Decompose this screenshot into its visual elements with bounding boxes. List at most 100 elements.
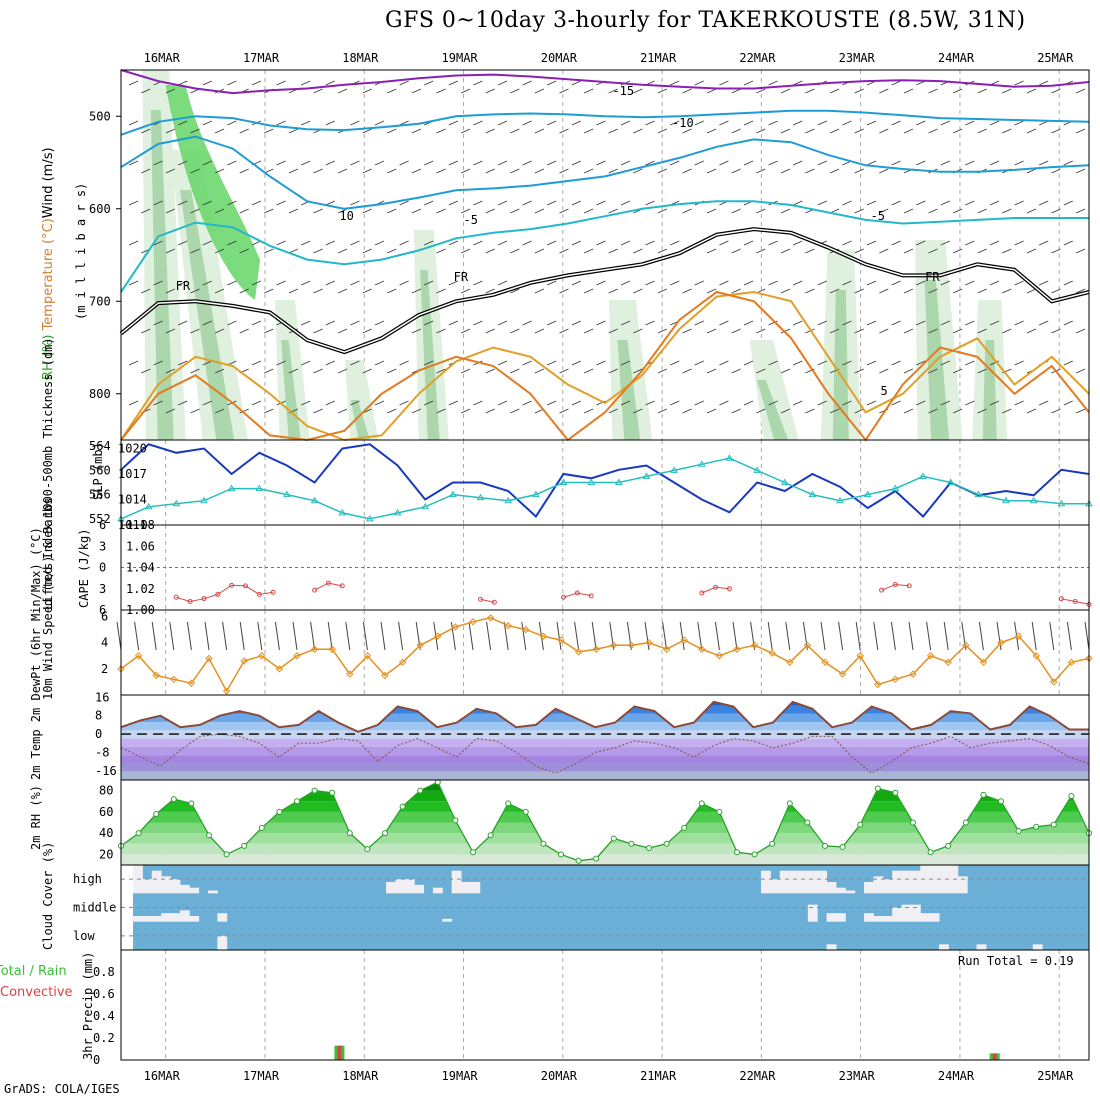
- wind-barb: [780, 368, 791, 374]
- wind-barb: [1014, 360, 1024, 366]
- wind-barb: [903, 128, 914, 134]
- rh-point: [910, 819, 916, 826]
- slp-tick: 1014: [118, 493, 147, 507]
- wind-barb: [891, 360, 901, 366]
- wind-barb: [165, 368, 176, 374]
- wind-speed-point: [698, 645, 706, 653]
- wind-barb: [890, 621, 896, 651]
- wind-barb: [399, 240, 409, 246]
- wind-barb: [977, 288, 987, 294]
- cloud-cell: [170, 879, 181, 894]
- thickness-point: [587, 478, 596, 485]
- wind-barb: [362, 128, 372, 134]
- wind-barb: [903, 288, 914, 294]
- wind-barb: [1039, 80, 1049, 86]
- wind-barb: [1066, 621, 1072, 651]
- rh-point: [417, 787, 424, 794]
- wind-speed-point: [574, 648, 583, 656]
- wind-barb: [1039, 320, 1049, 326]
- wind-barb: [424, 240, 434, 246]
- wind-barb: [940, 280, 950, 286]
- wind-barb: [891, 320, 901, 326]
- wind-barb: [916, 200, 926, 206]
- cloud-cell: [789, 870, 799, 894]
- wind-barb: [559, 288, 569, 294]
- wind-barb: [1063, 320, 1073, 326]
- wind-barb: [178, 320, 188, 326]
- wind-barb: [374, 320, 385, 326]
- wind-barb: [274, 621, 280, 651]
- li-point: [215, 591, 221, 597]
- slp-ylabel: SLP (mb): [91, 442, 105, 500]
- wind-speed-point: [557, 636, 565, 644]
- wind-barb: [399, 280, 409, 286]
- wind-barb: [928, 128, 938, 134]
- wind-barb: [497, 320, 508, 326]
- wind-barb: [679, 621, 685, 651]
- wind-barb: [743, 240, 754, 246]
- wind-barb: [1002, 208, 1012, 214]
- wind-barb: [264, 368, 274, 374]
- li-tick: 3: [99, 539, 106, 553]
- precip-tick: 0.6: [93, 987, 115, 1001]
- wind-barb: [682, 288, 692, 294]
- wind-barb: [202, 160, 212, 166]
- wind-barb: [202, 240, 212, 246]
- wind-barb: [556, 621, 562, 651]
- wind-barb: [141, 368, 151, 374]
- thickness-point: [642, 472, 651, 479]
- precip-ylabel: 3hr Precip (mm): [81, 952, 95, 1060]
- wind-barb: [141, 88, 151, 94]
- wind-barb: [1063, 280, 1073, 286]
- wind-barb: [571, 120, 581, 126]
- contour-label: FR: [454, 270, 469, 284]
- wind-barb: [151, 621, 157, 651]
- wind-barb: [879, 328, 889, 334]
- cloud-cell: [976, 944, 987, 950]
- wind-barb: [534, 368, 545, 374]
- rh-point: [346, 830, 353, 837]
- wind-barb: [842, 280, 852, 286]
- rh-line: [120, 781, 1090, 862]
- wind-barb: [424, 200, 434, 206]
- rh-point: [962, 819, 969, 826]
- wind-barb: [313, 248, 323, 254]
- wind-barb: [153, 160, 163, 166]
- rh-point: [522, 808, 529, 815]
- wind-barb: [731, 168, 741, 174]
- rh-point: [311, 787, 318, 794]
- thickness-point: [310, 496, 319, 504]
- precip-bar-convective: [992, 1053, 997, 1060]
- rh-point: [945, 842, 952, 849]
- wind-barb: [288, 288, 299, 294]
- wind-barb: [460, 208, 471, 214]
- wind-barb: [928, 88, 938, 94]
- cloud-cell: [395, 879, 406, 894]
- wind-barb: [313, 368, 323, 374]
- isotherm--5: [120, 200, 1089, 293]
- wind-barb: [608, 248, 618, 254]
- wind-barb: [448, 400, 458, 406]
- wind-barb: [873, 621, 879, 651]
- wind-barb: [608, 88, 618, 94]
- wind-speed-point: [768, 649, 776, 657]
- rh-point: [382, 830, 388, 837]
- x-tick-label-bottom: 18MAR: [342, 1069, 379, 1083]
- wind-barb: [706, 88, 717, 94]
- thickness-point: [780, 478, 789, 485]
- wind-barb: [313, 88, 323, 94]
- wind-barb: [952, 248, 963, 254]
- wind-tick: 2: [101, 662, 108, 676]
- wind-barb: [903, 328, 914, 334]
- wind-barb: [522, 80, 532, 86]
- li-line: [563, 592, 592, 598]
- wind-speed-point: [997, 638, 1005, 647]
- wind-barb: [596, 200, 606, 206]
- wind-barb: [706, 368, 717, 374]
- wind-speed-line: [120, 617, 1090, 693]
- wind-barb: [854, 168, 864, 174]
- wind-barb: [178, 360, 188, 366]
- wind-barb: [190, 168, 200, 174]
- wind-barb: [879, 88, 889, 94]
- x-tick-label-top: 24MAR: [938, 51, 975, 65]
